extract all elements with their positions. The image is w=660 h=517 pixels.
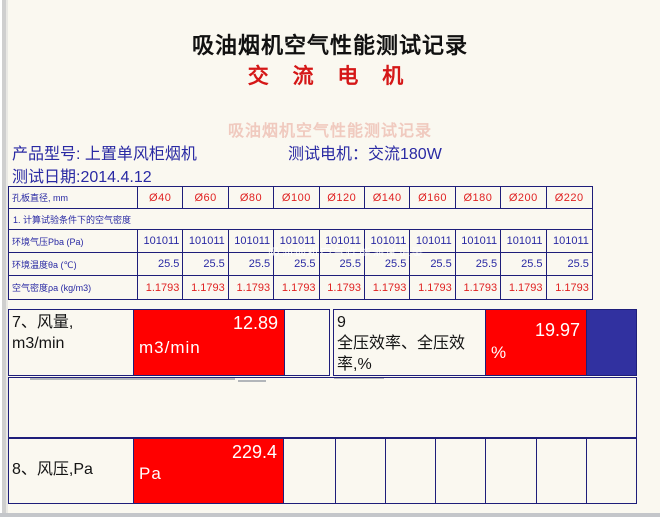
efficiency-section: 9 全压效率、全压效 率,% 19.97 % xyxy=(333,309,637,376)
table-cell[interactable]: 25.5 xyxy=(410,253,456,275)
table-cell[interactable]: 101011 xyxy=(365,230,411,252)
diameter-column-header[interactable]: Ø160 xyxy=(410,187,456,208)
efficiency-value-cell[interactable]: 19.97 % xyxy=(486,310,587,375)
pressure-label-cell[interactable]: 8、风压,Pa xyxy=(9,439,134,503)
watermark-table-overlay: 吸油烟机空气性能测试记录 xyxy=(268,246,425,256)
pressure-value-cell[interactable]: 229.4 Pa xyxy=(134,439,284,503)
test-date-text: 测试日期:2014.4.12 xyxy=(12,169,152,186)
table-cell[interactable]: 101011 xyxy=(183,230,229,252)
window-edge-left xyxy=(0,0,8,517)
table-cell[interactable]: 1.1793 xyxy=(410,276,456,299)
empty-cell[interactable] xyxy=(336,439,386,503)
test-motor-text: 测试电机：交流180W xyxy=(288,146,442,163)
table-cell[interactable]: 101011 xyxy=(138,230,184,252)
pressure-unit: Pa xyxy=(139,464,162,483)
diameter-column-header[interactable]: Ø200 xyxy=(501,187,547,208)
table-cell[interactable]: 1.1793 xyxy=(229,276,275,299)
table-cell[interactable]: 25.5 xyxy=(274,253,320,275)
diameter-column-header[interactable]: Ø40 xyxy=(138,187,184,208)
table-row-label[interactable]: 空气密度ρa (kg/m3) xyxy=(9,276,138,299)
table-cell[interactable]: 101011 xyxy=(501,230,547,252)
efficiency-unit: % xyxy=(491,343,508,362)
table-cell[interactable]: 1.1793 xyxy=(320,276,365,299)
diameter-column-header[interactable]: Ø180 xyxy=(456,187,502,208)
table-cell[interactable]: 101011 xyxy=(410,230,456,252)
grey-underline xyxy=(30,378,235,380)
efficiency-value: 19.97 xyxy=(534,320,580,340)
table-cell[interactable]: 1.1793 xyxy=(183,276,229,299)
empty-cell[interactable] xyxy=(587,439,636,503)
empty-cell[interactable] xyxy=(436,439,486,503)
table-cell[interactable]: 25.5 xyxy=(501,253,547,275)
table-header-label[interactable]: 孔板直径, mm xyxy=(9,187,138,208)
table-cell[interactable]: 25.5 xyxy=(229,253,275,275)
table-cell[interactable]: 101011 xyxy=(320,230,365,252)
table-cell[interactable]: 1.1793 xyxy=(456,276,502,299)
pressure-section: 8、风压,Pa 229.4 Pa xyxy=(8,438,637,504)
table-cell[interactable]: 1.1793 xyxy=(274,276,320,299)
blue-cell[interactable] xyxy=(587,310,636,375)
table-cell[interactable]: 1.1793 xyxy=(138,276,184,299)
airflow-section: 7、风量, m3/min 12.89 m3/min xyxy=(8,309,330,376)
table-row-label[interactable]: 环境温度θa (℃) xyxy=(9,253,138,275)
airflow-value: 12.89 xyxy=(232,313,278,333)
table-cell[interactable]: 25.5 xyxy=(320,253,365,275)
table-row-label[interactable]: 环境气压Pba (Pa) xyxy=(9,230,138,252)
table-cell[interactable]: 101011 xyxy=(456,230,502,252)
airflow-value-cell[interactable]: 12.89 m3/min xyxy=(134,310,285,375)
page-subtitle: 交 流 电 机 xyxy=(247,65,413,88)
empty-cell[interactable] xyxy=(486,439,537,503)
grey-underline xyxy=(334,377,384,379)
airflow-label-cell[interactable]: 7、风量, m3/min xyxy=(9,310,134,375)
measurement-table: 孔板直径, mm Ø40 Ø60 Ø80 Ø100 Ø120 Ø140 Ø160 Ø180 Ø20… xyxy=(8,186,593,300)
diameter-column-header[interactable]: Ø140 xyxy=(365,187,411,208)
page-title: 吸油烟机空气性能测试记录 xyxy=(191,33,468,58)
efficiency-label-cell[interactable]: 9 全压效率、全压效 率,% xyxy=(334,310,486,375)
table-cell[interactable]: 25.5 xyxy=(138,253,184,275)
table-cell[interactable]: 25.5 xyxy=(567,258,589,270)
diameter-column-header[interactable]: Ø100 xyxy=(274,187,320,208)
table-cell[interactable]: 1.1793 xyxy=(365,276,411,299)
table-section-note[interactable]: 1. 计算试验条件下的空气密度 xyxy=(13,214,132,225)
diameter-column-header[interactable]: Ø220 xyxy=(554,191,584,204)
empty-cell[interactable] xyxy=(386,439,436,503)
diameter-column-header[interactable]: Ø120 xyxy=(320,187,365,208)
table-cell[interactable]: 101011 xyxy=(553,235,589,247)
diameter-column-header[interactable]: Ø80 xyxy=(229,187,275,208)
product-model-text: 产品型号: 上置单风柜烟机 xyxy=(12,146,197,163)
table-cell[interactable]: 25.5 xyxy=(456,253,502,275)
watermark-top: 吸油烟机空气性能测试记录 xyxy=(227,123,432,140)
table-cell[interactable]: 25.5 xyxy=(183,253,229,275)
window-edge-bottom xyxy=(0,513,660,517)
empty-cell[interactable] xyxy=(285,310,329,375)
pressure-value: 229.4 xyxy=(231,442,277,462)
grey-underline xyxy=(238,380,266,382)
empty-cell[interactable] xyxy=(284,439,336,503)
airflow-unit: m3/min xyxy=(139,338,201,357)
empty-band-row[interactable] xyxy=(8,377,637,438)
diameter-column-header[interactable]: Ø60 xyxy=(183,187,229,208)
table-cell[interactable]: 25.5 xyxy=(365,253,411,275)
table-cell[interactable]: 101011 xyxy=(274,230,320,252)
empty-cell[interactable] xyxy=(537,439,587,503)
table-cell[interactable]: 1.1793 xyxy=(555,281,589,294)
table-cell[interactable]: 101011 xyxy=(229,230,275,252)
table-cell[interactable]: 1.1793 xyxy=(501,276,547,299)
